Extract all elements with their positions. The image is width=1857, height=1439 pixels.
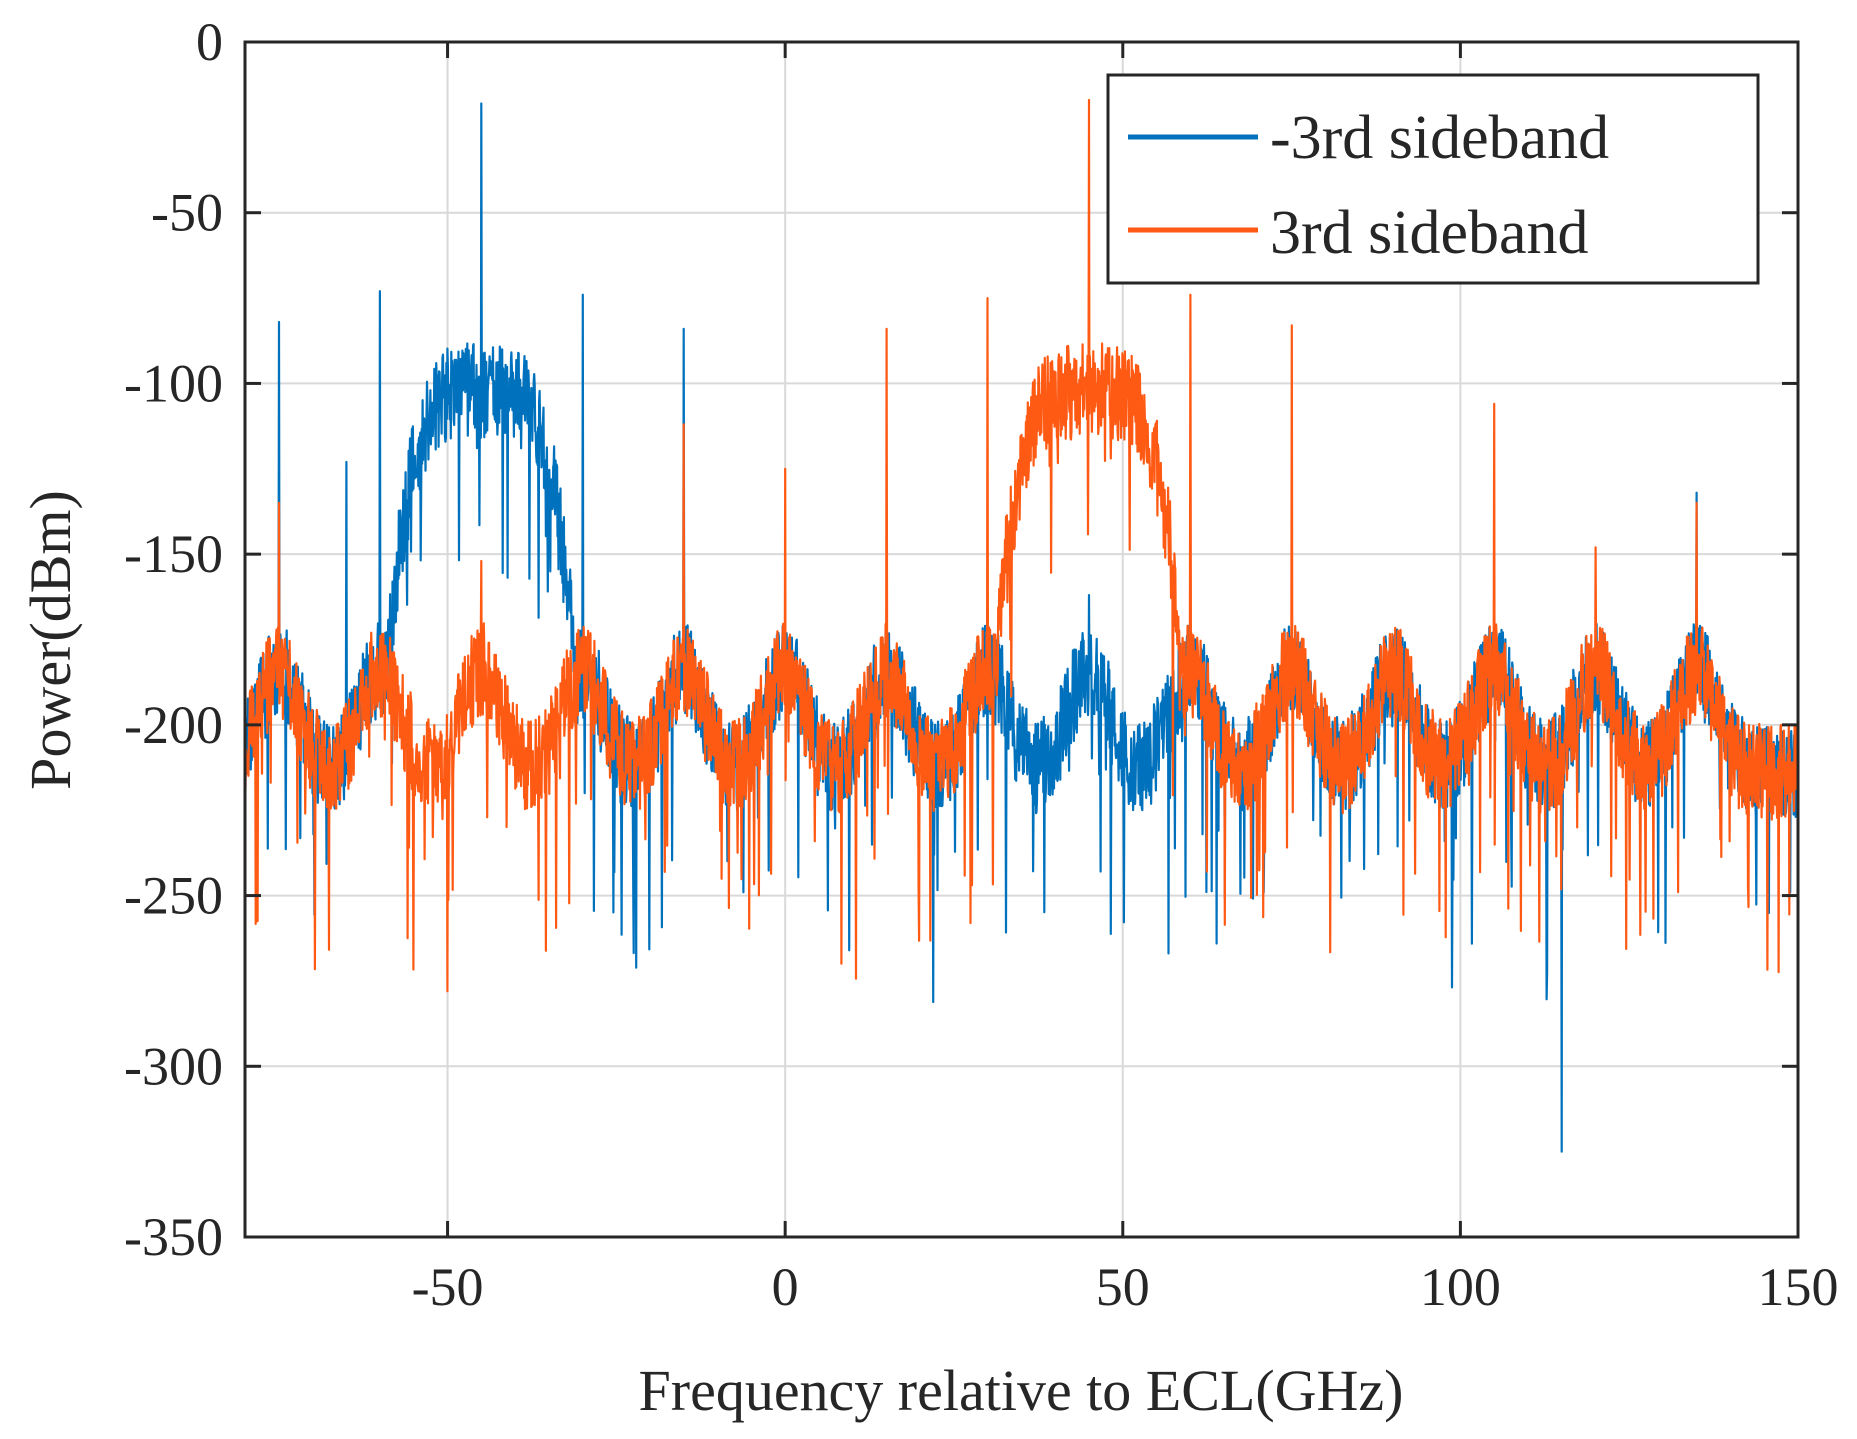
y-tick-label: -350	[124, 1207, 223, 1267]
x-tick-label: -50	[412, 1257, 484, 1317]
ticks	[245, 40, 1800, 1239]
x-tick-label: 0	[772, 1257, 799, 1317]
y-axis-title: Power(dBm)	[18, 490, 83, 790]
y-tick-label: -100	[124, 353, 223, 413]
x-tick-label: 100	[1420, 1257, 1501, 1317]
legend: -3rd sideband 3rd sideband	[1106, 73, 1760, 285]
legend-box	[1106, 73, 1760, 285]
plot-frame	[243, 40, 1800, 1239]
y-tick-label: -200	[124, 695, 223, 755]
series-group	[245, 98, 1798, 1153]
legend-label-3rd: 3rd sideband	[1270, 199, 1589, 267]
x-tick-label: 150	[1758, 1257, 1839, 1317]
y-tick-label: -300	[124, 1036, 223, 1096]
series-3rd-line	[245, 98, 1798, 993]
y-tick-label: -150	[124, 524, 223, 584]
y-tick-label: -250	[124, 866, 223, 926]
x-axis-title: Frequency relative to ECL(GHz)	[639, 1358, 1404, 1423]
x-tick-label: 50	[1096, 1257, 1150, 1317]
y-tick-label: 0	[196, 12, 223, 72]
legend-label-neg3rd: -3rd sideband	[1270, 104, 1609, 172]
tick-labels: -50 0 50 100 150 0 -50 -100 -150 -200 -250 -300 -350	[124, 12, 1838, 1317]
y-tick-label: -50	[151, 183, 223, 243]
